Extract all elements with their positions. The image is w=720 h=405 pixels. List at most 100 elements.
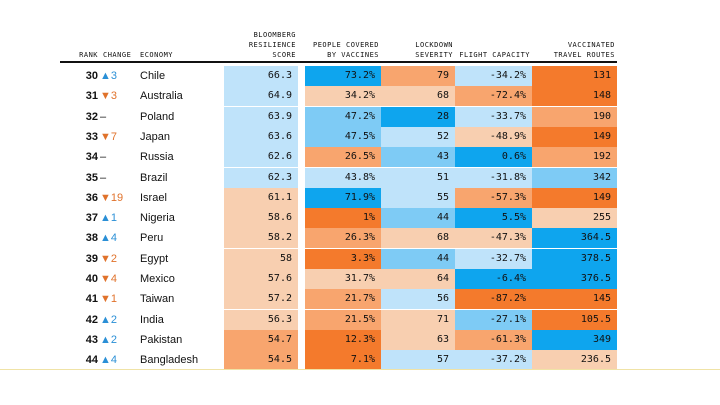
- header-economy: ECONOMY: [140, 51, 174, 59]
- vaccinated-travel-routes-cell: 349: [532, 329, 617, 350]
- vaccinated-travel-routes-cell: 236.5: [532, 350, 617, 371]
- resilience-score-cell: 58.6: [224, 208, 298, 229]
- rank-unchanged-indicator: –: [100, 110, 107, 123]
- table-row: 38 ▲4 Peru 58.2 26.3% 68 -47.3% 364.5: [0, 228, 720, 249]
- economy-name: Australia: [140, 90, 183, 103]
- lockdown-severity-cell: 57: [381, 350, 455, 371]
- rank-value: 31: [85, 90, 98, 103]
- resilience-score-cell: 61.1: [224, 187, 298, 208]
- table-row: 41 ▼1 Taiwan 57.2 21.7% 56 -87.2% 145: [0, 289, 720, 310]
- vaccinated-travel-routes-cell: 149: [532, 187, 617, 208]
- economy-name: Chile: [140, 70, 166, 82]
- vaccine-coverage-cell: 73.2%: [305, 66, 381, 86]
- resilience-score-cell: 63.6: [224, 126, 298, 147]
- table-row: 37 ▲1 Nigeria 58.6 1% 44 5.5% 255: [0, 208, 720, 229]
- resilience-score-cell: 57.2: [224, 289, 298, 310]
- rank-down-indicator: ▼1: [100, 293, 118, 306]
- economy-name: Bangladesh: [140, 354, 199, 367]
- rank-unchanged-indicator: –: [100, 171, 107, 184]
- lockdown-severity-cell: 55: [381, 187, 455, 208]
- economy-name: Israel: [140, 191, 167, 204]
- resilience-score-cell: 62.6: [224, 147, 298, 168]
- economy-name: Taiwan: [140, 293, 175, 306]
- economy-name: Mexico: [140, 273, 175, 285]
- table-row: 44 ▲4 Bangladesh 54.5 7.1% 57 -37.2% 236.5: [0, 350, 720, 371]
- vaccine-coverage-cell: 1%: [305, 208, 381, 229]
- lockdown-severity-cell: 52: [381, 126, 455, 147]
- flight-capacity-cell: -32.7%: [455, 248, 532, 269]
- vaccine-coverage-cell: 43.8%: [305, 167, 381, 188]
- table-row: 42 ▲2 India 56.3 21.5% 71 -27.1% 105.5: [0, 309, 720, 330]
- rank-value: 35: [85, 171, 98, 184]
- table-row: 32– Poland 63.9 47.2% 28 -33.7% 190: [0, 106, 720, 127]
- vaccinated-travel-routes-cell: 190: [532, 106, 617, 127]
- rank-up-indicator: ▲4: [100, 354, 118, 367]
- table-row: 33 ▼7 Japan 63.6 47.5% 52 -48.9% 149: [0, 126, 720, 147]
- resilience-score-cell: 56.3: [224, 309, 298, 330]
- flight-capacity-cell: -27.1%: [455, 309, 532, 330]
- vaccinated-travel-routes-cell: 148: [532, 86, 617, 107]
- vaccine-coverage-cell: 47.5%: [305, 126, 381, 147]
- economy-name: Japan: [140, 130, 170, 143]
- resilience-score-cell: 66.3: [224, 66, 298, 86]
- lockdown-severity-cell: 43: [381, 147, 455, 168]
- vaccinated-travel-routes-cell: 378.5: [532, 248, 617, 269]
- rank-value: 33: [85, 130, 98, 143]
- vaccinated-travel-routes-cell: 145: [532, 289, 617, 310]
- flight-capacity-cell: -72.4%: [455, 86, 532, 107]
- flight-capacity-cell: -34.2%: [455, 66, 532, 86]
- rank-value: 39: [85, 252, 98, 265]
- vaccine-coverage-cell: 21.5%: [305, 309, 381, 330]
- vaccinated-travel-routes-cell: 342: [532, 167, 617, 188]
- rank-up-indicator: ▲1: [100, 212, 118, 225]
- resilience-score-cell: 64.9: [224, 86, 298, 107]
- vaccine-coverage-cell: 3.3%: [305, 248, 381, 269]
- header-rank: RANK: [79, 51, 98, 59]
- lockdown-severity-cell: 71: [381, 309, 455, 330]
- rank-down-indicator: ▼4: [100, 273, 118, 285]
- lockdown-severity-cell: 28: [381, 106, 455, 127]
- rank-value: 36: [85, 191, 98, 204]
- table-row: 43 ▲2 Pakistan 54.7 12.3% 63 -61.3% 349: [0, 329, 720, 350]
- rank-down-indicator: ▼3: [100, 90, 118, 103]
- table-row: 34– Russia 62.6 26.5% 43 0.6% 192: [0, 147, 720, 168]
- resilience-score-cell: 63.9: [224, 106, 298, 127]
- rank-value: 37: [85, 212, 98, 225]
- vaccine-coverage-cell: 34.2%: [305, 86, 381, 107]
- rank-up-indicator: ▲4: [100, 232, 118, 245]
- table-row: 35– Brazil 62.3 43.8% 51 -31.8% 342: [0, 167, 720, 188]
- economy-name: Egypt: [140, 252, 169, 265]
- rank-up-indicator: ▲2: [100, 333, 118, 346]
- vaccine-coverage-cell: 31.7%: [305, 269, 381, 289]
- resilience-ranking-table: RANK CHANGE ECONOMY BLOOMBERG RESILIENCE…: [0, 31, 720, 371]
- lockdown-severity-cell: 64: [381, 269, 455, 289]
- vaccine-coverage-cell: 71.9%: [305, 187, 381, 208]
- rank-down-indicator: ▼7: [100, 130, 118, 143]
- page-bottom-divider: [0, 369, 720, 370]
- rank-value: 43: [85, 333, 98, 346]
- resilience-score-cell: 62.3: [224, 167, 298, 188]
- lockdown-severity-cell: 56: [381, 289, 455, 310]
- rank-value: 34: [85, 151, 98, 164]
- flight-capacity-cell: -33.7%: [455, 106, 532, 127]
- flight-capacity-cell: -31.8%: [455, 167, 532, 188]
- flight-capacity-cell: 0.6%: [455, 147, 532, 168]
- lockdown-severity-cell: 51: [381, 167, 455, 188]
- vaccine-coverage-cell: 21.7%: [305, 289, 381, 310]
- lockdown-severity-cell: 79: [381, 66, 455, 86]
- lockdown-severity-cell: 68: [381, 86, 455, 107]
- vaccinated-travel-routes-cell: 376.5: [532, 269, 617, 289]
- flight-capacity-cell: -47.3%: [455, 228, 532, 249]
- economy-name: Pakistan: [140, 333, 183, 346]
- rank-unchanged-indicator: –: [100, 151, 107, 164]
- flight-capacity-cell: -57.3%: [455, 187, 532, 208]
- economy-name: Russia: [140, 151, 174, 164]
- vaccinated-travel-routes-cell: 131: [532, 66, 617, 86]
- header-change: CHANGE: [103, 51, 132, 59]
- flight-capacity-cell: -61.3%: [455, 329, 532, 350]
- flight-capacity-cell: -37.2%: [455, 350, 532, 371]
- economy-name: India: [140, 313, 164, 326]
- rank-up-indicator: ▲3: [100, 70, 118, 82]
- table-row: 39 ▼2 Egypt 58 3.3% 44 -32.7% 378.5: [0, 248, 720, 269]
- header-resilience-score: BLOOMBERG RESILIENCE SCORE: [248, 31, 296, 59]
